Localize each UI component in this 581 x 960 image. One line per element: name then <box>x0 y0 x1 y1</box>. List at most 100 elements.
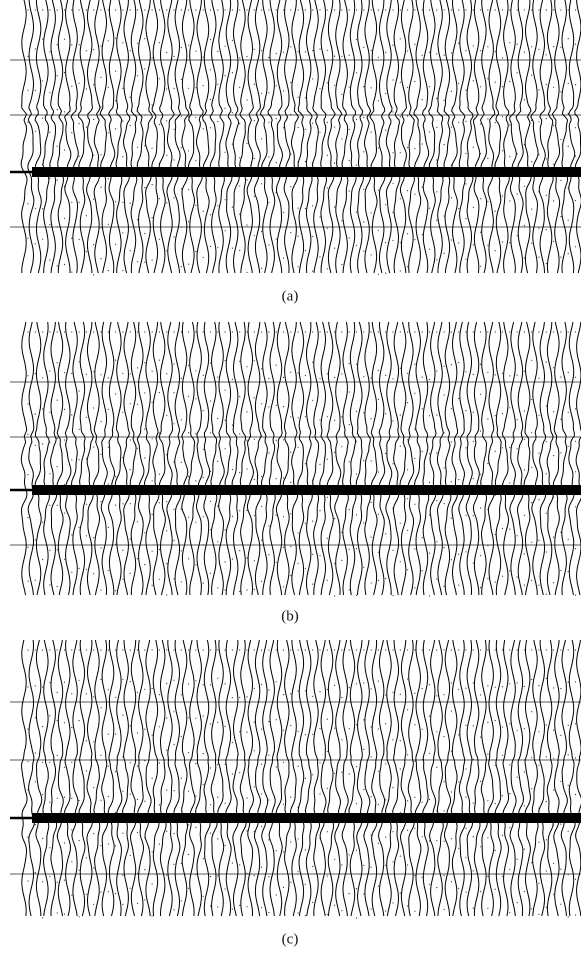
sample-dot <box>129 681 131 683</box>
sample-dot <box>355 473 358 475</box>
sample-dot <box>538 499 540 501</box>
sample-dot <box>399 445 401 447</box>
trace <box>348 639 356 917</box>
sample-dot <box>217 246 219 248</box>
sample-dot <box>151 915 153 917</box>
sample-dot <box>173 392 175 394</box>
sample-dot <box>188 331 190 333</box>
sample-dot <box>151 734 153 736</box>
sample-dot <box>487 463 489 465</box>
sample-dot <box>188 221 190 223</box>
sample-dot <box>27 836 29 838</box>
sample-dot <box>355 410 358 412</box>
sample-dot <box>480 507 482 509</box>
sample-dot <box>297 871 299 873</box>
sample-dot <box>202 448 204 450</box>
sample-dot <box>443 252 445 254</box>
sample-dot <box>574 649 577 651</box>
sample-dot <box>443 781 445 783</box>
sample-dot <box>158 843 160 845</box>
sample-dot <box>122 87 124 89</box>
sample-dot <box>158 649 160 651</box>
sample-dot <box>173 363 175 365</box>
sample-dot <box>567 145 569 147</box>
sample-dot <box>202 56 204 58</box>
sample-dot <box>166 202 168 204</box>
sample-dot <box>151 147 153 149</box>
sample-dot <box>151 649 153 651</box>
sample-dot <box>523 805 526 807</box>
sample-dot <box>458 847 460 849</box>
sample-dot <box>392 378 394 380</box>
sample-dot <box>487 578 489 580</box>
sample-dot <box>392 691 394 693</box>
sample-dot <box>63 796 66 798</box>
sample-dot <box>370 331 372 333</box>
sample-dot <box>370 688 372 690</box>
sample-dot <box>93 832 95 835</box>
sample-dot <box>319 463 321 465</box>
sample-dot <box>268 554 270 556</box>
trace <box>568 321 575 596</box>
trace <box>78 639 86 917</box>
sample-dot <box>136 9 139 11</box>
sample-dot <box>414 80 416 83</box>
sample-dot <box>173 833 175 835</box>
sample-dot <box>78 44 80 46</box>
sample-dot <box>297 266 299 268</box>
sample-dot <box>78 720 80 722</box>
sample-dot <box>100 186 102 188</box>
sample-dot <box>107 765 109 767</box>
sample-dot <box>268 876 270 878</box>
sample-dot <box>545 756 547 758</box>
panel-label: (a) <box>282 288 299 304</box>
sample-dot <box>553 163 555 165</box>
sample-dot <box>326 831 328 833</box>
sample-dot <box>363 188 365 191</box>
trace <box>201 0 210 274</box>
sample-dot <box>574 723 577 725</box>
sample-dot <box>71 132 73 134</box>
sample-dot <box>531 432 533 434</box>
sample-dot <box>341 373 343 375</box>
trace <box>436 321 444 596</box>
trace <box>436 0 444 274</box>
sample-dot <box>27 89 29 91</box>
trace <box>56 639 64 917</box>
trace <box>319 321 327 596</box>
sample-dot <box>538 584 540 586</box>
sample-dot <box>436 887 438 889</box>
sample-dot <box>78 840 80 842</box>
sample-dot <box>348 728 350 730</box>
sample-dot <box>78 428 80 430</box>
sample-dot <box>100 106 102 108</box>
sample-dot <box>261 9 263 11</box>
sample-dot <box>348 854 350 856</box>
sample-dot <box>399 367 401 369</box>
sample-dot <box>85 857 87 859</box>
trace <box>494 321 502 596</box>
sample-dot <box>553 411 555 413</box>
sample-dot <box>151 688 153 690</box>
sample-dot <box>560 688 562 690</box>
trace <box>561 0 569 274</box>
sample-dot <box>158 762 160 764</box>
sample-dot <box>115 812 117 814</box>
sample-dot <box>553 536 555 538</box>
sample-dot <box>115 771 117 773</box>
sample-dot <box>421 537 423 539</box>
trace <box>560 639 568 917</box>
sample-dot <box>436 159 438 161</box>
sample-dot <box>407 569 409 571</box>
trace <box>503 0 510 274</box>
trace <box>86 321 94 596</box>
sample-dot <box>129 572 131 575</box>
sample-dot <box>195 87 197 89</box>
sample-dot <box>56 331 58 333</box>
sample-dot <box>188 364 190 367</box>
sample-dot <box>85 215 87 217</box>
sample-dot <box>195 873 197 876</box>
sample-dot <box>334 727 336 729</box>
sample-dot <box>414 875 416 877</box>
sample-dot <box>465 514 467 516</box>
